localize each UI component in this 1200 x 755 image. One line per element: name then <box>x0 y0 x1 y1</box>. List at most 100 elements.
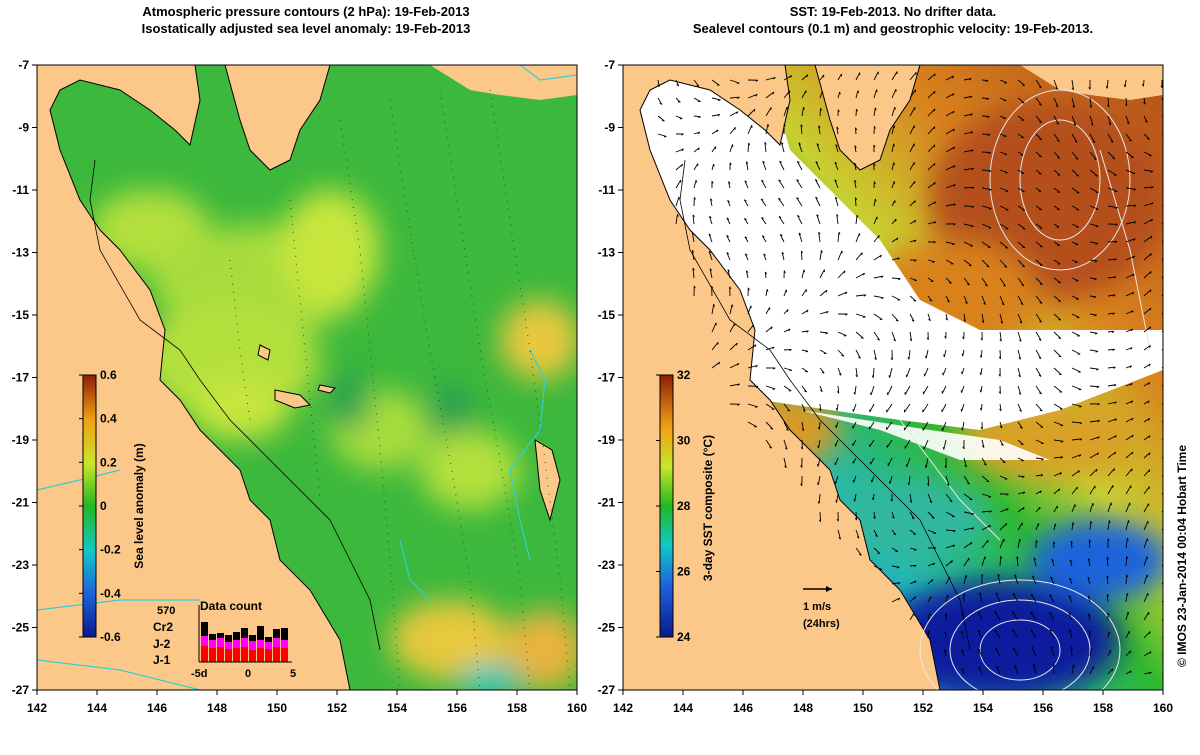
left-y-tick-label: -25 <box>12 621 30 635</box>
velocity-arrow-head <box>1164 120 1166 121</box>
count-bar-cr2 <box>273 629 280 638</box>
velocity-arrow-head <box>1168 362 1169 364</box>
count-bar-j1 <box>265 649 272 662</box>
velocity-arrow <box>982 98 989 99</box>
right-y-tick-label: -11 <box>598 183 615 197</box>
velocity-arrow-head <box>787 309 788 311</box>
right-y-tick-label: -23 <box>598 558 616 572</box>
velocity-arrow-head <box>987 266 989 267</box>
velocity-arrow-head <box>913 301 915 302</box>
velocity-arrow-head <box>1168 594 1169 596</box>
left-y-tick-label: -11 <box>12 183 29 197</box>
right-colorbar-label: 3-day SST composite (°C) <box>701 435 715 581</box>
count-bar-j2 <box>241 638 248 647</box>
left-y-tick-label: -15 <box>12 308 30 322</box>
count-bar-j1 <box>281 648 288 662</box>
count-bar-j2 <box>201 636 208 646</box>
count-bar-j2 <box>233 640 240 648</box>
velocity-arrow-head <box>930 613 931 615</box>
left-colorbar-label: Sea level anomaly (m) <box>132 443 146 568</box>
rightCbTicks-tick-label: 28 <box>677 499 691 513</box>
left-y-tick-label: -17 <box>12 371 30 385</box>
right-title-line2: Sealevel contours (0.1 m) and geostrophi… <box>693 21 1093 36</box>
velocity-arrow-head <box>894 125 895 127</box>
right-x-tick-label: 154 <box>973 701 993 715</box>
count-bar-cr2 <box>209 634 216 640</box>
velocity-arrow <box>819 422 820 429</box>
series-label-j2: J-2 <box>153 637 171 651</box>
right-title-line1: SST: 19-Feb-2013. No drifter data. <box>790 4 997 19</box>
data-count-axis-0: 0 <box>245 668 251 680</box>
velocity-arrow-head <box>858 91 859 93</box>
velocity-arrow <box>1143 80 1144 86</box>
count-bar-j2 <box>257 640 264 648</box>
velocity-arrow-head <box>1168 217 1169 219</box>
left-x-tick-label: 160 <box>567 701 587 715</box>
velocity-arrow-head <box>1058 175 1060 176</box>
velocity-arrow-head <box>1112 669 1113 671</box>
count-bar-j2 <box>265 642 272 649</box>
velocity-arrow-head <box>789 370 791 371</box>
count-bar-j1 <box>257 648 264 662</box>
left-x-tick-label: 150 <box>267 701 287 715</box>
velocity-arrow-head <box>1166 418 1167 420</box>
count-bar-j1 <box>273 647 280 662</box>
count-bar-j1 <box>209 648 216 662</box>
left-x-tick-label: 144 <box>87 701 107 715</box>
count-bar-cr2 <box>257 626 264 640</box>
velocity-arrow-head <box>1059 374 1061 375</box>
left-y-tick-label: -19 <box>12 433 30 447</box>
velocity-arrow-head <box>844 271 845 273</box>
velocity-arrow-head <box>1167 400 1168 402</box>
velocity-arrow-head <box>934 145 935 147</box>
velocity-arrow-head <box>894 163 895 165</box>
count-bar-cr2 <box>225 635 232 642</box>
leftCbTicks-tick-label: 0.2 <box>100 455 117 469</box>
velocity-arrow-head <box>1167 153 1169 154</box>
count-bar-j2 <box>217 638 224 647</box>
count-bar-cr2 <box>281 628 288 640</box>
velocity-arrow-head <box>1167 381 1168 383</box>
velocity-arrow-head <box>1167 471 1168 473</box>
velocity-arrow-head <box>1166 437 1167 439</box>
velocity-arrow <box>928 631 929 638</box>
left-x-tick-label: 154 <box>387 701 407 715</box>
count-bar-j2 <box>225 642 232 649</box>
left-title-line2: Isostatically adjusted sea level anomaly… <box>142 21 471 36</box>
count-bar-j2 <box>281 640 288 648</box>
right-y-tick-label: -27 <box>598 683 616 697</box>
right-x-tick-label: 160 <box>1153 701 1173 715</box>
credit-text: © IMOS 23-Jan-2014 00:04 Hobart Time <box>1175 445 1189 667</box>
leftCbTicks-tick-label: 0.4 <box>100 412 117 426</box>
left-map <box>37 65 585 695</box>
count-bar-j1 <box>241 647 248 662</box>
rightCbTicks-tick-label: 26 <box>677 565 691 579</box>
count-bar-j2 <box>273 638 280 647</box>
velocity-arrow-head <box>1114 468 1115 470</box>
leftCbTicks-tick-label: 0.6 <box>100 368 117 382</box>
right-x-tick-label: 146 <box>733 701 753 715</box>
velocity-arrow-head <box>889 375 890 377</box>
velocity-arrow-head <box>1168 201 1169 203</box>
right-y-tick-label: -19 <box>598 433 616 447</box>
velocity-arrow-head <box>1130 651 1131 653</box>
count-bar-cr2 <box>233 632 240 640</box>
left-y-tick-label: -13 <box>12 246 30 260</box>
right-y-tick-label: -17 <box>598 371 616 385</box>
left-x-tick-label: 148 <box>207 701 227 715</box>
velocity-arrow-head <box>932 262 934 263</box>
series-label-j1: J-1 <box>153 653 171 667</box>
leftCbTicks-tick-label: -0.4 <box>100 586 121 600</box>
velocity-arrow <box>820 108 821 116</box>
velocity-arrow-head <box>1076 176 1078 177</box>
velocity-arrow-head <box>1149 470 1150 472</box>
velocity-arrow-head <box>1040 265 1042 266</box>
velocity-arrow-head <box>1167 488 1168 490</box>
velocity-arrow-head <box>1096 226 1098 227</box>
velocity-arrow-head <box>1058 320 1060 321</box>
velocity-scale-value: 1 m/s <box>803 601 831 613</box>
leftCbTicks-tick-label: 0 <box>100 499 107 513</box>
velocity-arrow-head <box>1003 462 1005 463</box>
right-x-tick-label: 158 <box>1093 701 1113 715</box>
left-y-tick-label: -7 <box>18 58 29 72</box>
